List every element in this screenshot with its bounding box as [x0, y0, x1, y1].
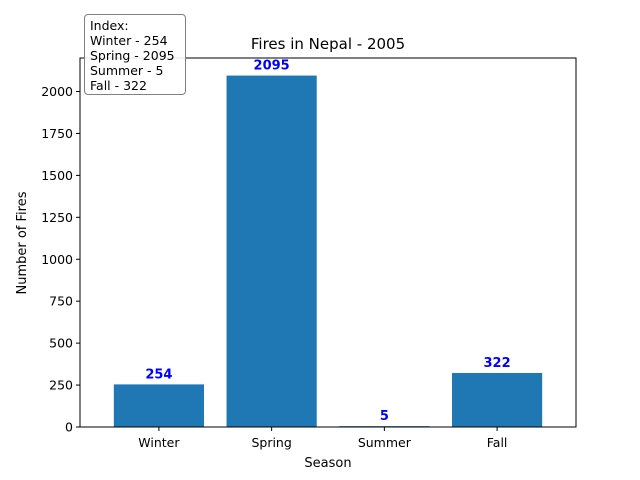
- x-tick-label: Winter: [138, 435, 180, 450]
- index-box-entry: Winter - 254: [90, 33, 168, 48]
- x-tick-label: Fall: [487, 435, 508, 450]
- y-tick-label: 2000: [41, 84, 73, 99]
- y-tick-label: 250: [49, 378, 73, 393]
- index-box-entry: Fall - 322: [90, 78, 147, 93]
- index-box-entry: Summer - 5: [90, 63, 164, 78]
- data-label-spring: 2095: [254, 59, 290, 74]
- y-tick-label: 1750: [41, 126, 73, 141]
- y-tick-label: 1000: [41, 252, 73, 267]
- bar-spring: [226, 75, 317, 428]
- bars-layer: 254 2095 5 322: [113, 59, 543, 428]
- data-label-winter: 254: [145, 367, 172, 382]
- ticks-layer: Winter Spring Summer Fall 0 250 500 750 1000 1250…: [41, 84, 507, 450]
- index-box: Index: Winter - 254 Spring - 2095 Summer - …: [84, 14, 186, 95]
- x-tick-label: Summer: [358, 435, 412, 450]
- bar-winter: [113, 384, 204, 427]
- plot-frame: [79, 57, 577, 428]
- x-axis-label: Season: [304, 456, 351, 471]
- y-tick-label: 1500: [41, 168, 73, 183]
- y-tick-label: 750: [49, 294, 73, 309]
- bar-fall: [452, 372, 543, 427]
- y-tick-label: 0: [65, 420, 73, 435]
- data-label-fall: 322: [484, 356, 511, 371]
- chart-title: Fires in Nepal - 2005: [251, 35, 405, 53]
- y-tick-label: 1250: [41, 210, 73, 225]
- data-label-summer: 5: [380, 409, 389, 424]
- y-tick-label: 500: [49, 336, 73, 351]
- index-box-entry: Spring - 2095: [90, 48, 175, 63]
- index-box-heading: Index:: [90, 18, 129, 33]
- y-axis-label: Number of Fires: [15, 191, 30, 294]
- x-tick-label: Spring: [251, 435, 291, 450]
